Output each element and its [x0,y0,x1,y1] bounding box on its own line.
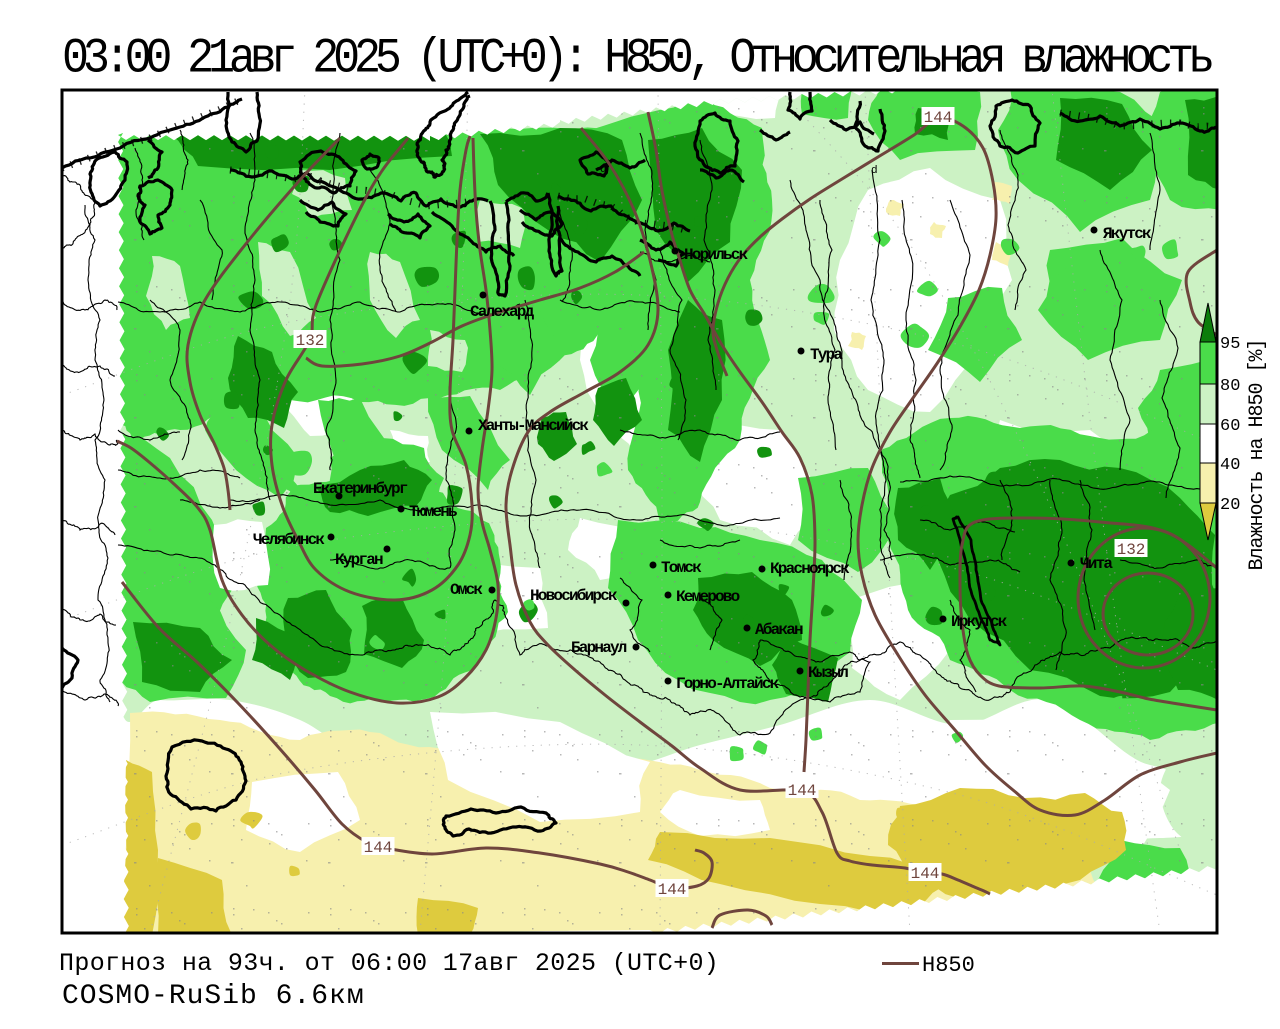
svg-text:60: 60 [1220,417,1240,436]
svg-text:144: 144 [924,109,953,127]
svg-text:Влажность на H850 [%]: Влажность на H850 [%] [1246,339,1269,570]
svg-text:Барнаул: Барнаул [571,639,627,657]
svg-text:Салехард: Салехард [470,303,535,321]
svg-text:144: 144 [658,881,687,899]
svg-text:Абакан: Абакан [755,621,803,639]
svg-text:Якутск: Якутск [1103,225,1152,243]
svg-text:144: 144 [364,839,393,857]
svg-text:Новосибирск: Новосибирск [530,587,618,605]
svg-text:Тура: Тура [810,346,843,364]
svg-text:95: 95 [1220,335,1240,354]
svg-text:Иркутск: Иркутск [951,613,1008,631]
svg-text:Кызыл: Кызыл [808,664,848,682]
svg-text:132: 132 [1117,541,1146,559]
svg-text:Ханты-Мансийск: Ханты-Мансийск [478,417,589,435]
svg-text:Омск: Омск [450,581,483,599]
svg-text:132: 132 [296,332,325,350]
svg-text:80: 80 [1220,377,1240,396]
svg-text:Екатеринбург: Екатеринбург [313,480,408,498]
svg-text:Томск: Томск [661,559,702,577]
svg-text:Красноярск: Красноярск [770,560,850,578]
svg-text:144: 144 [911,865,940,883]
svg-text:Челябинск: Челябинск [253,531,325,549]
svg-text:d: d [600,164,607,176]
svg-text:20: 20 [1220,496,1240,515]
svg-text:Горно-Алтайск: Горно-Алтайск [676,675,780,693]
svg-text:Чита: Чита [1080,555,1113,573]
svg-text:Курган: Курган [335,551,383,569]
svg-text:144: 144 [788,782,817,800]
svg-text:Норильск: Норильск [684,246,749,264]
svg-text:Тюмень: Тюмень [409,503,457,521]
svg-text:40: 40 [1220,456,1240,475]
svg-text:Кемерово: Кемерово [676,588,740,606]
svg-text:d: d [871,165,878,177]
